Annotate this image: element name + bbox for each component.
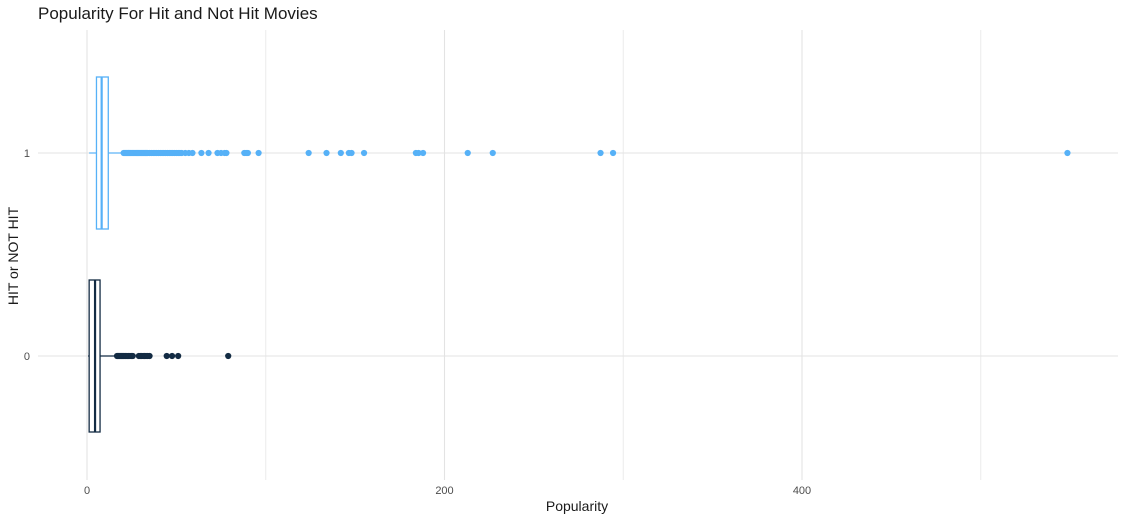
- outlier-point: [489, 149, 496, 157]
- outlier-point: [1064, 149, 1071, 157]
- outlier-point: [189, 149, 196, 157]
- box-elements: [88, 76, 124, 433]
- outlier-point: [255, 149, 262, 157]
- y-tick-label: 0: [24, 351, 30, 363]
- outlier-point: [168, 352, 176, 360]
- x-tick-label: 200: [435, 485, 453, 497]
- outlier-point: [360, 149, 368, 157]
- x-tick-label: 0: [84, 485, 90, 497]
- x-axis-ticks: 0 200 400: [84, 485, 811, 497]
- outlier-point: [609, 149, 617, 157]
- outlier-point: [415, 149, 422, 157]
- x-axis-title: Popularity: [546, 498, 608, 514]
- outlier-point: [337, 149, 344, 157]
- outlier-point: [198, 149, 205, 157]
- grid-lines: [38, 30, 1118, 480]
- outlier-point: [175, 352, 182, 360]
- outlier-points: [113, 149, 1071, 360]
- outlier-point: [419, 149, 427, 157]
- y-axis-ticks: 01: [24, 148, 30, 363]
- outlier-point: [244, 149, 251, 157]
- outlier-point: [163, 352, 170, 360]
- outlier-point: [223, 149, 230, 157]
- outlier-point: [464, 149, 471, 157]
- outlier-point: [323, 149, 330, 157]
- outlier-point: [205, 149, 212, 157]
- x-tick-label: 400: [793, 485, 811, 497]
- outlier-point: [129, 352, 136, 360]
- chart-title: Popularity For Hit and Not Hit Movies: [38, 4, 318, 23]
- y-tick-label: 1: [24, 148, 30, 160]
- y-axis-title: HIT or NOT HIT: [5, 206, 21, 305]
- outlier-point: [348, 149, 355, 157]
- outlier-point: [305, 149, 312, 157]
- outlier-point: [146, 352, 153, 360]
- outlier-point: [225, 352, 232, 360]
- outlier-point: [597, 149, 604, 157]
